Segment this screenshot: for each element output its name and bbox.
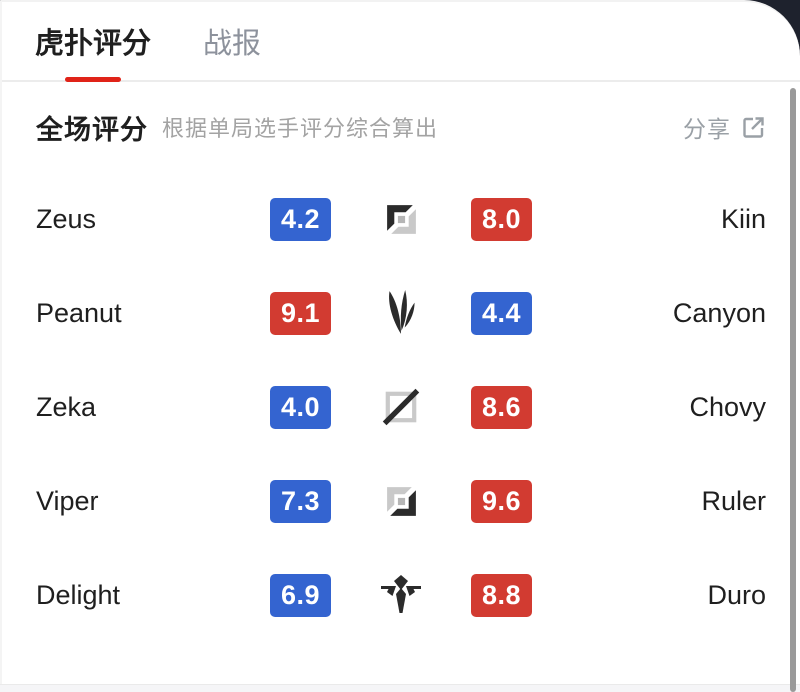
- left-player-name: Delight: [36, 579, 121, 610]
- rating-row: Peanut 9.1 4.4 Canyon: [36, 266, 766, 360]
- share-label: 分享: [683, 116, 731, 142]
- right-player-name: Duro: [707, 579, 766, 610]
- right-score-badge: 8.6: [471, 385, 532, 429]
- rating-row: Delight 6.9 8.8 Duro: [36, 548, 766, 642]
- tab-bar: 虎扑评分 战报: [2, 2, 800, 82]
- left-score-badge: 4.0: [270, 385, 331, 429]
- active-tab-indicator: [65, 77, 121, 82]
- right-player-name: Canyon: [672, 297, 766, 328]
- right-score-badge: 8.0: [471, 197, 532, 241]
- left-player-name: Peanut: [36, 297, 122, 328]
- tab-battle-report[interactable]: 战报: [203, 2, 261, 80]
- left-score-badge: 9.1: [270, 291, 331, 335]
- right-score-badge: 8.8: [471, 573, 532, 617]
- tab-label: 战报: [203, 28, 262, 60]
- tab-hupu-rating[interactable]: 虎扑评分: [35, 2, 152, 82]
- right-player-name: Chovy: [689, 391, 766, 422]
- scrollbar[interactable]: [790, 88, 796, 692]
- right-player-name: Kiin: [720, 203, 766, 234]
- rating-rows: Zeus 4.2 8.0 Kiin Peanut 9.1 4.4 Canyon …: [2, 172, 800, 642]
- right-score-badge: 4.4: [471, 291, 532, 335]
- left-player-name: Zeus: [36, 203, 97, 234]
- rating-row: Zeus 4.2 8.0 Kiin: [36, 172, 766, 266]
- mid-lane-icon: [379, 383, 423, 431]
- score-cluster: 4.0 8.6: [270, 383, 532, 431]
- left-player-name: Zeka: [36, 391, 97, 422]
- right-score-badge: 9.6: [471, 479, 532, 523]
- share-button[interactable]: 分享: [683, 110, 766, 144]
- left-score-badge: 6.9: [270, 573, 331, 617]
- bot-lane-icon: [379, 477, 423, 525]
- left-player-name: Viper: [36, 485, 99, 516]
- rating-row: Zeka 4.0 8.6 Chovy: [36, 360, 766, 454]
- rating-row: Viper 7.3 9.6 Ruler: [36, 454, 766, 548]
- section-title: 全场评分: [36, 114, 148, 145]
- score-cluster: 9.1 4.4: [270, 289, 532, 337]
- share-external-icon: [741, 115, 766, 140]
- left-score-badge: 4.2: [270, 197, 331, 241]
- section-header: 全场评分 根据单局选手评分综合算出 分享: [2, 82, 800, 172]
- tab-label: 虎扑评分: [35, 28, 152, 60]
- next-section-divider: [0, 684, 800, 692]
- left-score-badge: 7.3: [270, 479, 331, 523]
- section-subtitle: 根据单局选手评分综合算出: [162, 116, 439, 141]
- score-cluster: 6.9 8.8: [270, 571, 532, 619]
- jungle-icon: [379, 289, 423, 337]
- score-cluster: 7.3 9.6: [270, 477, 532, 525]
- support-icon: [379, 571, 423, 619]
- score-cluster: 4.2 8.0: [270, 195, 532, 243]
- right-player-name: Ruler: [701, 485, 766, 516]
- top-lane-icon: [379, 195, 423, 243]
